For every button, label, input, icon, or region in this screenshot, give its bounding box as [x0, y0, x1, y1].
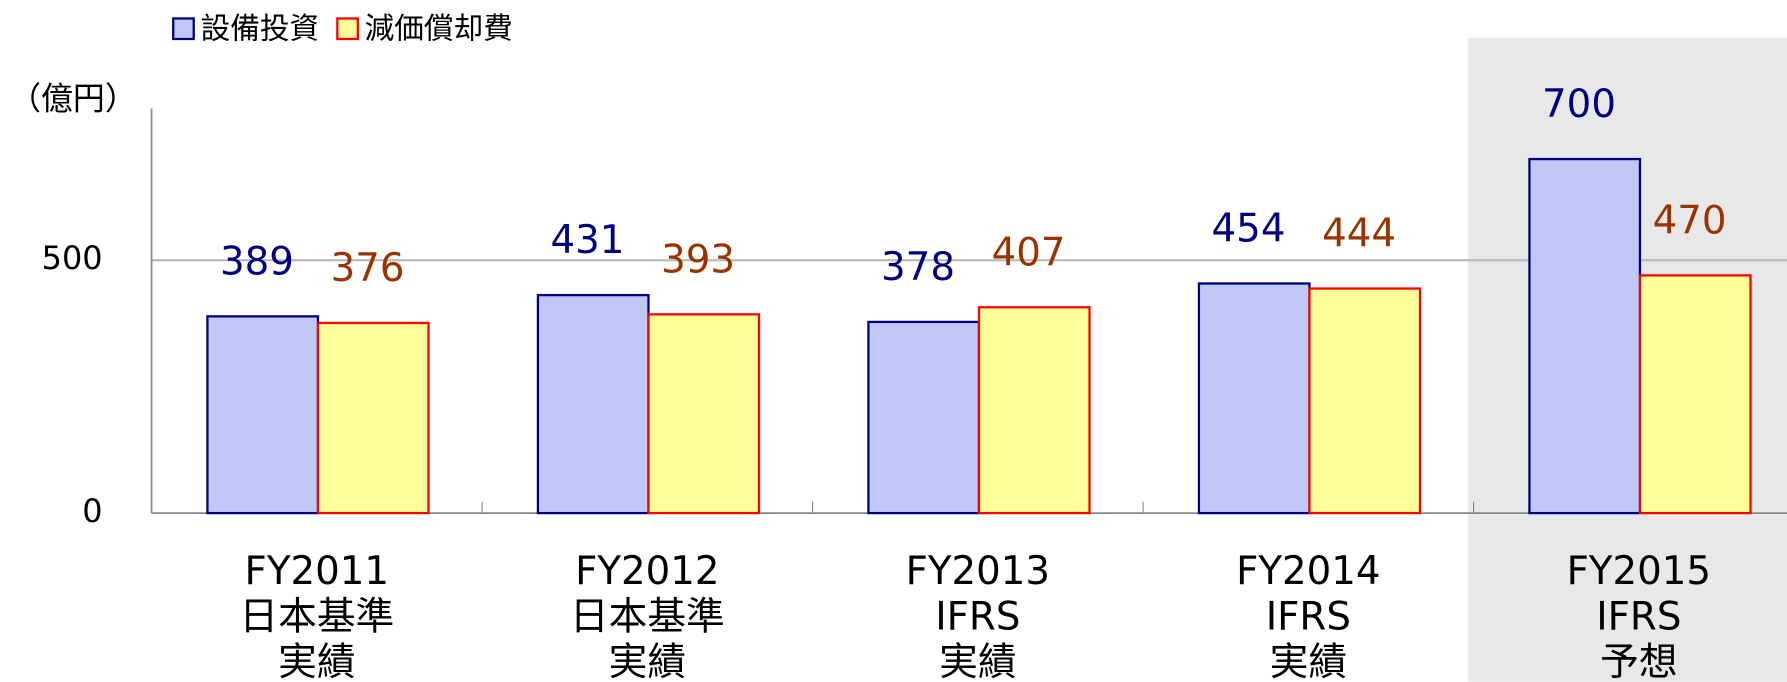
value-label: 393: [661, 237, 735, 282]
bar: [647, 313, 761, 515]
x-tick-label: 日本基準: [570, 595, 725, 640]
bar: [316, 321, 430, 515]
x-tick-label: FY2011: [245, 549, 390, 594]
bar: [867, 320, 981, 515]
y-tick-label: 0: [82, 492, 102, 530]
x-tick-label: FY2014: [1236, 549, 1381, 594]
value-label: 389: [220, 239, 294, 284]
value-label: 431: [551, 218, 625, 263]
bar: [1308, 287, 1422, 515]
legend-swatch: [172, 17, 195, 41]
x-tick-label: FY2015: [1567, 549, 1712, 594]
x-tick-label: 実績: [278, 640, 355, 682]
bar: [977, 306, 1091, 515]
bar: [536, 293, 650, 515]
bar: [1638, 274, 1752, 515]
x-tick-label: 実績: [939, 640, 1016, 682]
y-tick-label: 500: [42, 239, 103, 277]
bar: [206, 315, 320, 515]
x-tick-label: FY2012: [575, 549, 720, 594]
value-label: 378: [881, 245, 955, 290]
bar: [1197, 282, 1311, 515]
legend: 設備投資 減価償却費: [172, 10, 513, 45]
x-tick-label: IFRS: [1596, 595, 1681, 640]
legend-swatch: [336, 17, 359, 41]
bar: [1528, 157, 1642, 515]
x-tick-label: FY2013: [906, 549, 1051, 594]
value-label: 470: [1653, 198, 1727, 243]
legend-label: 設備投資: [201, 10, 319, 45]
x-tick-label: 予想: [1600, 640, 1677, 682]
legend-label: 減価償却費: [365, 10, 513, 45]
x-tick-label: 実績: [1270, 640, 1347, 682]
value-label: 407: [992, 230, 1066, 275]
x-tick-label: 実績: [609, 640, 686, 682]
value-label: 444: [1322, 212, 1396, 257]
unit-label: （億円）: [9, 80, 137, 118]
x-tick-label: 日本基準: [239, 595, 394, 640]
value-label: 700: [1542, 82, 1616, 127]
value-label: 454: [1212, 207, 1286, 252]
x-tick-label: IFRS: [1266, 595, 1351, 640]
value-label: 376: [331, 246, 405, 291]
x-tick-label: IFRS: [935, 595, 1020, 640]
